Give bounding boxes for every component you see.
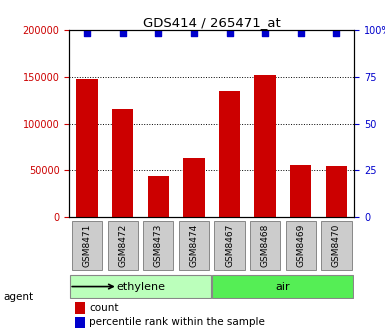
Text: ethylene: ethylene (116, 282, 165, 292)
FancyBboxPatch shape (286, 220, 316, 270)
Point (84, 30, 90, 36)
Bar (76, 79, 98, 217)
Bar (75, 317, 85, 328)
Point (155, 30, 161, 36)
Bar (75, 302, 85, 314)
Bar (254, 75, 276, 217)
Point (191, 30, 197, 36)
Point (298, 30, 304, 36)
Text: agent: agent (4, 292, 34, 302)
Bar (112, 109, 133, 217)
Title: GDS414 / 265471_at: GDS414 / 265471_at (143, 16, 281, 29)
FancyBboxPatch shape (214, 220, 245, 270)
Bar (183, 158, 205, 217)
Text: GSM8473: GSM8473 (154, 224, 163, 267)
Text: air: air (276, 282, 290, 292)
Text: percentile rank within the sample: percentile rank within the sample (89, 318, 265, 327)
FancyBboxPatch shape (213, 275, 353, 298)
Text: GSM8472: GSM8472 (118, 224, 127, 267)
Text: count: count (89, 303, 119, 313)
Bar (147, 176, 169, 217)
Point (262, 30, 268, 36)
Text: GSM8474: GSM8474 (189, 224, 198, 267)
Bar (326, 166, 347, 217)
FancyBboxPatch shape (250, 220, 280, 270)
Text: GSM8468: GSM8468 (261, 224, 270, 267)
Bar (219, 91, 240, 217)
Point (333, 30, 340, 36)
Point (120, 30, 126, 36)
FancyBboxPatch shape (70, 275, 211, 298)
FancyBboxPatch shape (179, 220, 209, 270)
Point (226, 30, 233, 36)
FancyBboxPatch shape (107, 220, 138, 270)
Text: GSM8469: GSM8469 (296, 224, 305, 267)
Text: GSM8471: GSM8471 (83, 224, 92, 267)
FancyBboxPatch shape (321, 220, 352, 270)
Bar (290, 165, 311, 217)
FancyBboxPatch shape (143, 220, 174, 270)
Text: GSM8467: GSM8467 (225, 224, 234, 267)
Text: GSM8470: GSM8470 (332, 224, 341, 267)
FancyBboxPatch shape (72, 220, 102, 270)
